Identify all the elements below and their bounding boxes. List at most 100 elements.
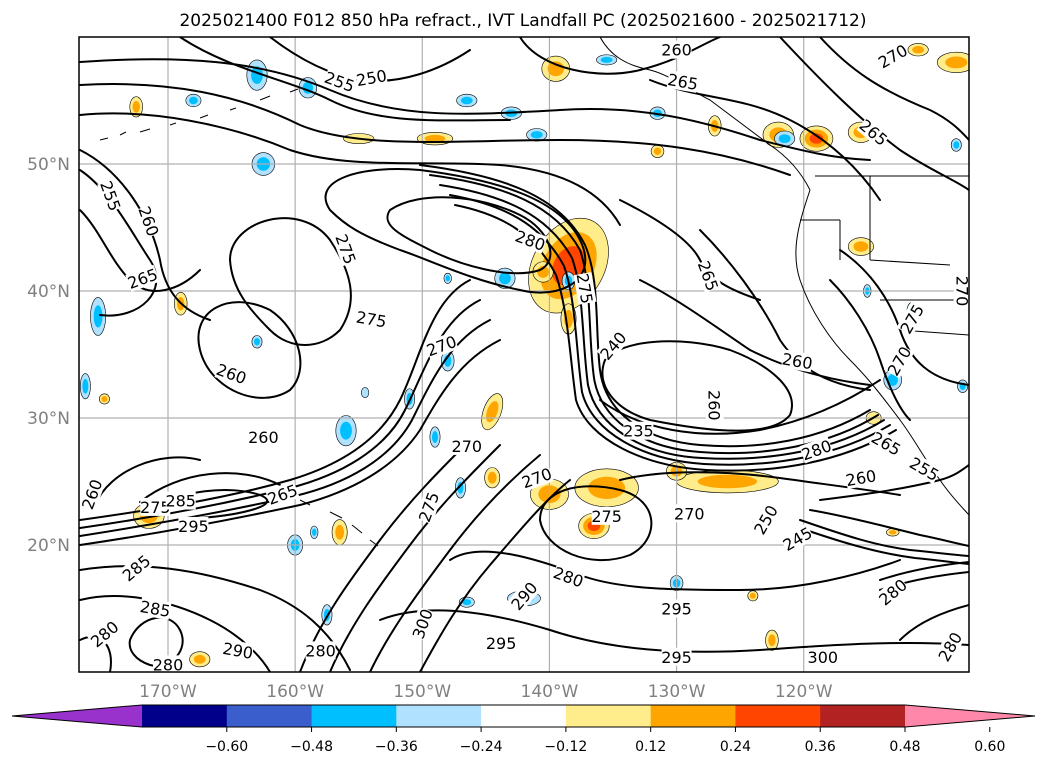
contour-line xyxy=(94,456,201,506)
contour-label-bg xyxy=(705,390,724,421)
colorbar-segment xyxy=(226,705,313,727)
contour-line xyxy=(197,301,302,399)
shaded-contour-band xyxy=(445,275,450,282)
shaded-contour-band xyxy=(424,134,446,143)
longitude-tick-label: 140°W xyxy=(521,682,579,702)
contour-label: 280 xyxy=(153,655,183,672)
shaded-contour-band xyxy=(953,141,960,149)
colorbar-segment xyxy=(735,705,821,727)
contour-label: 300 xyxy=(409,606,437,641)
shaded-contour-band xyxy=(853,241,869,252)
contour-label: 280 xyxy=(305,641,336,660)
colorbar-segment xyxy=(820,705,906,727)
contour-label-bg xyxy=(332,231,360,267)
colorbar-tick-label: −0.48 xyxy=(290,739,333,755)
contour-label-bg xyxy=(596,328,630,363)
shaded-contour-band xyxy=(312,528,317,536)
contour-label-bg xyxy=(451,436,482,455)
latitude-tick-label: 40°N xyxy=(27,282,70,302)
contour-label: 235 xyxy=(623,421,654,441)
contour-label-bg xyxy=(97,178,125,213)
shaded-area xyxy=(650,144,665,158)
contour-label: 260 xyxy=(661,40,692,60)
aleutian-islands xyxy=(99,88,299,141)
shaded-contour-band xyxy=(768,634,776,647)
contour-label-bg xyxy=(883,343,915,379)
contour-label-bg xyxy=(573,272,597,305)
shaded-contour-band xyxy=(778,134,791,143)
contour-label-bg xyxy=(934,629,966,665)
shaded-area xyxy=(335,415,357,447)
contour-label-bg xyxy=(781,349,814,373)
shaded-contour-band xyxy=(945,56,968,69)
colorbar-extend-max xyxy=(905,705,1035,727)
contour-line xyxy=(819,37,969,141)
contour-label-bg xyxy=(875,40,911,72)
contour-line xyxy=(429,174,879,455)
contour-label-bg xyxy=(896,301,928,337)
contour-line xyxy=(128,616,184,667)
contour-line xyxy=(829,279,911,421)
contour-line xyxy=(79,83,791,176)
contour-label: 300 xyxy=(808,647,839,667)
shaded-contour-band xyxy=(360,387,370,399)
contour-line xyxy=(419,164,871,448)
contour-line xyxy=(229,217,352,346)
contour-label-text: 260 xyxy=(705,390,724,421)
latitude-tick-label: 50°N xyxy=(27,155,70,175)
contour-line xyxy=(369,454,541,672)
contour-label: 265 xyxy=(694,258,722,293)
contour-label-bg xyxy=(355,307,388,331)
contour-label-bg xyxy=(875,575,910,609)
shaded-contour-band xyxy=(254,338,260,346)
contour-label-bg xyxy=(661,599,692,618)
contour-line xyxy=(699,229,871,391)
contour-line xyxy=(839,249,969,386)
shaded-contour-band xyxy=(460,96,473,105)
shaded-contour-band xyxy=(912,46,925,54)
colorbar-tick-label: 0.12 xyxy=(635,739,666,755)
contour-label: 295 xyxy=(178,516,209,536)
contour-label: 295 xyxy=(486,633,516,653)
shaded-area xyxy=(747,590,759,602)
colorbar-outline xyxy=(11,704,1036,728)
contour-label: 295 xyxy=(661,647,692,667)
contour-line xyxy=(379,609,969,653)
contour-label: 260 xyxy=(705,390,724,421)
coastlines xyxy=(99,37,969,547)
contour-label: 260 xyxy=(248,428,279,447)
contour-label-bg xyxy=(165,491,196,510)
contour-label: 275 xyxy=(573,272,597,305)
contour-line xyxy=(649,79,881,201)
contour-line xyxy=(601,340,793,432)
contour-label-bg xyxy=(779,523,815,554)
contour-line xyxy=(439,184,885,460)
shaded-area xyxy=(765,629,779,651)
shaded-contour-band xyxy=(487,471,497,484)
shaded-area xyxy=(957,379,969,393)
contour-label-bg xyxy=(551,563,586,591)
longitude-tick-label: 160°W xyxy=(266,682,324,702)
north-america-coastline xyxy=(795,189,969,516)
shaded-contour-band xyxy=(697,474,758,489)
contour-label-bg xyxy=(674,504,705,523)
longitude-tick-label: 170°W xyxy=(139,682,197,702)
contour-label-bg xyxy=(661,647,692,666)
contour-label: 275 xyxy=(140,497,171,517)
contour-label-bg xyxy=(519,464,554,492)
shaded-area xyxy=(251,335,263,349)
contour-label-text: 300 xyxy=(808,648,839,667)
contour-label-bg xyxy=(248,428,279,447)
colorbar-segment xyxy=(650,705,736,727)
shaded-area xyxy=(456,93,478,108)
colorbar-tick-label: −0.24 xyxy=(460,739,503,755)
shaded-contour-band xyxy=(193,654,206,664)
shaded-area xyxy=(481,393,504,431)
contour-label-bg xyxy=(844,466,878,490)
contour-label-bg xyxy=(79,477,106,512)
colorbar-segment xyxy=(311,705,397,727)
contour-label-bg xyxy=(415,489,443,525)
contour-label: 255 xyxy=(96,178,124,213)
contour-label: 295 xyxy=(661,599,692,619)
contour-label-bg xyxy=(907,453,942,485)
